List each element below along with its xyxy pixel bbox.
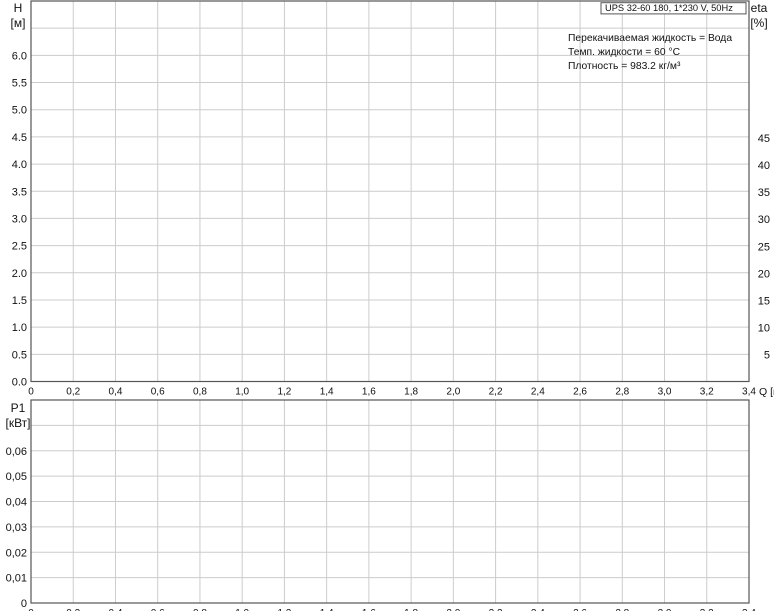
svg-text:1.0: 1.0 (12, 322, 27, 334)
svg-text:1.5: 1.5 (12, 295, 27, 307)
svg-text:3,0: 3,0 (658, 387, 672, 398)
svg-text:10: 10 (758, 322, 770, 334)
svg-text:0,06: 0,06 (6, 446, 27, 458)
svg-text:2,8: 2,8 (615, 387, 629, 398)
svg-text:35: 35 (758, 187, 770, 199)
svg-text:4.5: 4.5 (12, 132, 27, 144)
svg-text:2,4: 2,4 (531, 387, 545, 398)
svg-text:0: 0 (28, 387, 34, 398)
svg-text:5.0: 5.0 (12, 105, 27, 117)
svg-text:4.0: 4.0 (12, 159, 27, 171)
svg-text:eta: eta (751, 1, 768, 15)
svg-text:Перекачиваемая жидкость = Вода: Перекачиваемая жидкость = Вода (568, 33, 732, 44)
svg-text:2,6: 2,6 (573, 387, 587, 398)
svg-text:0,6: 0,6 (151, 387, 165, 398)
svg-text:0,8: 0,8 (193, 387, 207, 398)
svg-text:15: 15 (758, 295, 770, 307)
svg-text:Плотность = 983.2 кг/м³: Плотность = 983.2 кг/м³ (568, 61, 681, 72)
svg-text:30: 30 (758, 214, 770, 226)
svg-text:2,0: 2,0 (446, 387, 460, 398)
svg-text:20: 20 (758, 268, 770, 280)
svg-text:0: 0 (21, 598, 27, 610)
svg-text:[%]: [%] (750, 16, 767, 30)
svg-text:0,4: 0,4 (109, 387, 123, 398)
svg-text:3.0: 3.0 (12, 213, 27, 225)
svg-text:3.5: 3.5 (12, 186, 27, 198)
svg-text:3,2: 3,2 (700, 387, 714, 398)
svg-text:1,6: 1,6 (362, 387, 376, 398)
svg-text:2.5: 2.5 (12, 241, 27, 253)
svg-text:H: H (14, 1, 23, 15)
svg-text:Q [м³/ч]: Q [м³/ч] (759, 386, 774, 398)
svg-text:0,03: 0,03 (6, 522, 27, 534)
svg-text:2,2: 2,2 (489, 387, 503, 398)
svg-text:[кВт]: [кВт] (5, 416, 30, 430)
svg-text:25: 25 (758, 241, 770, 253)
svg-text:UPS 32-60 180, 1*230 V, 50Hz: UPS 32-60 180, 1*230 V, 50Hz (605, 3, 733, 13)
svg-text:45: 45 (758, 133, 770, 145)
svg-text:1,2: 1,2 (277, 387, 291, 398)
svg-text:P1: P1 (11, 401, 26, 415)
svg-text:1,0: 1,0 (235, 387, 249, 398)
svg-text:5: 5 (764, 349, 770, 361)
svg-text:40: 40 (758, 160, 770, 172)
svg-text:0.5: 0.5 (12, 349, 27, 361)
svg-text:0.0: 0.0 (12, 377, 27, 389)
svg-text:0,01: 0,01 (6, 573, 27, 585)
svg-text:6.0: 6.0 (12, 50, 27, 62)
svg-text:0,05: 0,05 (6, 471, 27, 483)
svg-text:0,04: 0,04 (6, 497, 27, 509)
svg-text:Темп. жидкости = 60 °C: Темп. жидкости = 60 °C (568, 47, 681, 58)
svg-text:3,4: 3,4 (742, 387, 756, 398)
svg-text:1,4: 1,4 (320, 387, 334, 398)
svg-text:0,2: 0,2 (66, 387, 80, 398)
svg-text:2.0: 2.0 (12, 268, 27, 280)
svg-text:0,02: 0,02 (6, 547, 27, 559)
svg-text:[м]: [м] (11, 16, 26, 30)
svg-text:5.5: 5.5 (12, 78, 27, 90)
svg-text:1,8: 1,8 (404, 387, 418, 398)
